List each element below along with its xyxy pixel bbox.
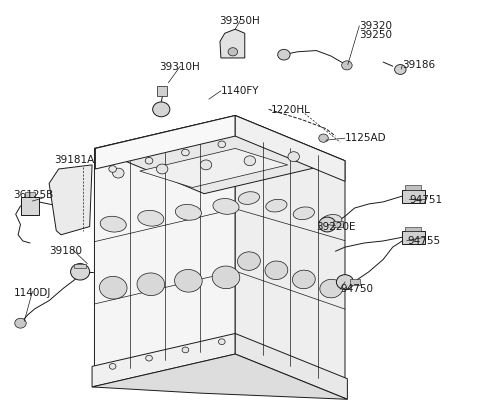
Polygon shape <box>220 30 245 59</box>
Polygon shape <box>235 116 345 182</box>
Circle shape <box>288 152 300 162</box>
Bar <box>74 264 86 268</box>
Ellipse shape <box>321 215 342 228</box>
Polygon shape <box>95 116 345 194</box>
Circle shape <box>15 318 26 328</box>
Text: 39310H: 39310H <box>159 62 200 72</box>
Text: 39186: 39186 <box>402 60 435 70</box>
Circle shape <box>244 157 255 166</box>
Polygon shape <box>92 354 348 399</box>
Text: 94750: 94750 <box>340 284 373 294</box>
Ellipse shape <box>293 207 314 220</box>
Circle shape <box>182 347 189 353</box>
Bar <box>333 221 343 227</box>
Text: 1125AD: 1125AD <box>345 133 386 142</box>
Ellipse shape <box>265 261 288 280</box>
Text: 1140DJ: 1140DJ <box>13 287 51 297</box>
Circle shape <box>109 166 117 173</box>
Polygon shape <box>96 116 235 170</box>
Circle shape <box>113 169 124 178</box>
Text: 39180: 39180 <box>49 245 82 255</box>
Text: 39250: 39250 <box>360 30 392 40</box>
Polygon shape <box>92 334 235 387</box>
Circle shape <box>218 142 226 148</box>
Circle shape <box>156 165 168 175</box>
Circle shape <box>218 339 225 345</box>
Bar <box>350 280 360 285</box>
Circle shape <box>145 158 153 165</box>
Text: 39350H: 39350H <box>220 16 260 26</box>
Bar <box>402 190 425 203</box>
Polygon shape <box>95 116 235 377</box>
Text: 39320: 39320 <box>360 21 392 31</box>
Ellipse shape <box>99 277 127 299</box>
Text: 1140FY: 1140FY <box>221 86 259 96</box>
Polygon shape <box>235 334 348 399</box>
Ellipse shape <box>137 273 165 296</box>
Ellipse shape <box>238 252 260 271</box>
Polygon shape <box>49 166 92 235</box>
Text: 39220E: 39220E <box>316 221 356 231</box>
Ellipse shape <box>266 200 287 212</box>
Text: 36125B: 36125B <box>13 190 54 200</box>
Circle shape <box>228 49 238 57</box>
Ellipse shape <box>239 192 260 205</box>
Circle shape <box>181 150 189 157</box>
Circle shape <box>109 363 116 369</box>
Circle shape <box>336 275 354 290</box>
Circle shape <box>71 264 90 280</box>
Circle shape <box>200 161 212 171</box>
Circle shape <box>342 62 352 71</box>
Ellipse shape <box>320 280 343 298</box>
Ellipse shape <box>100 217 126 233</box>
Polygon shape <box>140 149 288 188</box>
Bar <box>405 227 421 231</box>
Ellipse shape <box>175 270 202 292</box>
Bar <box>25 192 35 197</box>
Circle shape <box>319 135 328 143</box>
Text: 39181A: 39181A <box>54 154 94 164</box>
Ellipse shape <box>292 271 315 289</box>
Bar <box>22 197 38 216</box>
Ellipse shape <box>212 266 240 289</box>
Circle shape <box>278 50 290 61</box>
Text: 94751: 94751 <box>409 194 443 204</box>
Circle shape <box>319 218 336 233</box>
Text: 1220HL: 1220HL <box>271 105 311 115</box>
Text: 94755: 94755 <box>407 235 440 245</box>
Circle shape <box>395 65 406 75</box>
Circle shape <box>153 103 170 117</box>
Circle shape <box>146 356 152 361</box>
Ellipse shape <box>213 199 239 215</box>
Bar <box>157 86 168 97</box>
Bar <box>405 186 421 190</box>
Polygon shape <box>235 116 345 389</box>
Ellipse shape <box>175 205 202 221</box>
Ellipse shape <box>138 211 164 227</box>
Bar <box>402 231 425 244</box>
